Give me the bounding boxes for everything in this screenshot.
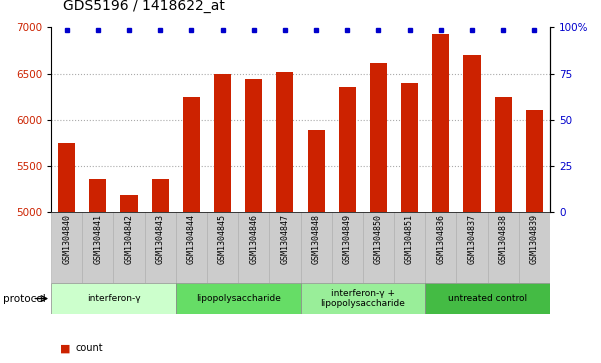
Text: GSM1304841: GSM1304841 [93, 215, 102, 265]
Bar [51, 283, 176, 314]
Bar [114, 212, 145, 283]
Bar [394, 212, 426, 283]
Text: protocol: protocol [3, 294, 46, 303]
Text: untreated control: untreated control [448, 294, 527, 303]
Bar [432, 34, 450, 212]
Bar [58, 143, 75, 212]
Bar [401, 83, 418, 212]
Bar [426, 283, 550, 314]
Text: GSM1304836: GSM1304836 [436, 215, 445, 265]
Bar [214, 74, 231, 212]
Bar [519, 212, 550, 283]
Bar [487, 212, 519, 283]
Bar [120, 195, 138, 212]
Bar [276, 72, 293, 212]
Bar [308, 130, 325, 212]
Bar [300, 283, 426, 314]
Text: GSM1304849: GSM1304849 [343, 215, 352, 265]
Bar [245, 79, 262, 212]
Bar [145, 212, 176, 283]
Text: lipopolysaccharide: lipopolysaccharide [196, 294, 281, 303]
Bar [82, 212, 114, 283]
Bar [495, 97, 511, 212]
Text: GSM1304837: GSM1304837 [468, 215, 477, 265]
Bar [183, 97, 200, 212]
Bar [363, 212, 394, 283]
Text: GSM1304838: GSM1304838 [499, 215, 508, 265]
Text: count: count [75, 343, 103, 354]
Bar [456, 212, 487, 283]
Bar [526, 110, 543, 212]
Bar [339, 87, 356, 212]
Text: GSM1304842: GSM1304842 [124, 215, 133, 265]
Bar [176, 283, 300, 314]
Text: GSM1304850: GSM1304850 [374, 215, 383, 265]
Text: GDS5196 / 1418622_at: GDS5196 / 1418622_at [63, 0, 225, 13]
Text: GSM1304840: GSM1304840 [62, 215, 71, 265]
Text: GSM1304843: GSM1304843 [156, 215, 165, 265]
Bar [370, 63, 387, 212]
Text: interferon-γ +
lipopolysaccharide: interferon-γ + lipopolysaccharide [320, 289, 405, 308]
Bar [463, 55, 481, 212]
Text: GSM1304851: GSM1304851 [405, 215, 414, 265]
Bar [426, 212, 456, 283]
Bar [207, 212, 238, 283]
Bar [176, 212, 207, 283]
Text: GSM1304847: GSM1304847 [281, 215, 290, 265]
Bar [332, 212, 363, 283]
Bar [151, 179, 169, 212]
Text: GSM1304839: GSM1304839 [530, 215, 539, 265]
Bar [238, 212, 269, 283]
Text: GSM1304848: GSM1304848 [311, 215, 320, 265]
Text: GSM1304846: GSM1304846 [249, 215, 258, 265]
Text: GSM1304845: GSM1304845 [218, 215, 227, 265]
Bar [269, 212, 300, 283]
Text: ■: ■ [60, 343, 70, 354]
Text: interferon-γ: interferon-γ [87, 294, 140, 303]
Bar [90, 179, 106, 212]
Text: GSM1304844: GSM1304844 [187, 215, 196, 265]
Bar [300, 212, 332, 283]
Bar [51, 212, 82, 283]
